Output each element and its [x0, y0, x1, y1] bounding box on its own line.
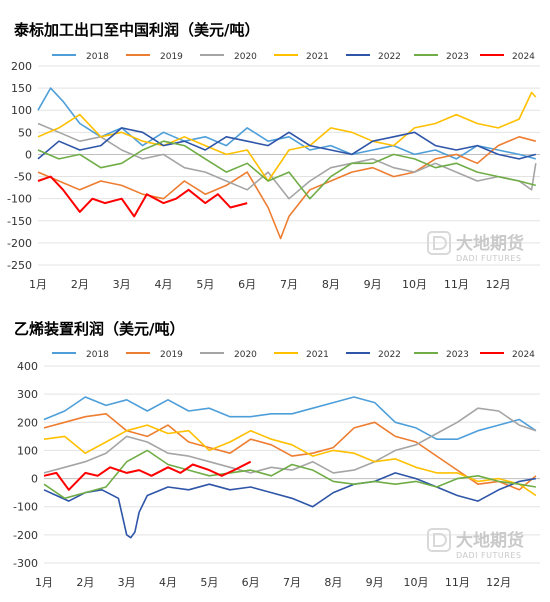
legend-label-2018: 2018	[86, 52, 109, 62]
series-line-2022	[37, 127, 537, 160]
dadi-logo-icon	[427, 528, 451, 552]
x-tick-label: 10月	[404, 576, 429, 589]
chart-1: 泰标加工出口至中国利润（美元/吨） 2018 2019 2020 2021 20…	[7, 21, 540, 291]
legend-label-2019: 2019	[160, 350, 183, 360]
watermark-sub: DADI FUTURES	[456, 551, 521, 560]
y-tick-label: 100	[17, 444, 38, 457]
x-tick-label: 11月	[445, 576, 470, 589]
y-tick-label: 300	[17, 388, 38, 401]
legend-label-2018: 2018	[86, 350, 109, 360]
y-tick-label: -150	[7, 215, 32, 228]
x-tick-label: 11月	[444, 278, 469, 291]
y-tick-label: 200	[17, 416, 38, 429]
chart-1-y-axis: 200 150 100 50 0 -50 -100 -150 -200 -250	[7, 60, 32, 272]
y-tick-label: 400	[17, 360, 38, 373]
series-line-2021	[43, 424, 537, 497]
y-tick-label: -200	[7, 237, 32, 250]
x-tick-label: 3月	[118, 576, 136, 589]
x-tick-label: 5月	[200, 576, 218, 589]
legend-label-2023: 2023	[446, 52, 469, 62]
chart-2-watermark: 大地期货 DADI FUTURES	[427, 528, 524, 560]
legend-label-2022: 2022	[378, 52, 401, 62]
chart-2-title: 乙烯装置利润（美元/吨）	[14, 320, 184, 338]
y-tick-label: -250	[7, 259, 32, 272]
chart-2: 乙烯装置利润（美元/吨） 2018 2019 2020 2021 2022 20…	[13, 320, 540, 589]
x-tick-label: 9月	[364, 278, 382, 291]
y-tick-label: 100	[11, 104, 32, 117]
legend-label-2019: 2019	[160, 52, 183, 62]
series-line-2018	[43, 396, 537, 441]
x-tick-label: 1月	[35, 576, 53, 589]
legend-label-2022: 2022	[378, 350, 401, 360]
y-tick-label: -100	[13, 501, 38, 514]
x-tick-label: 2月	[71, 278, 89, 291]
chart-1-title: 泰标加工出口至中国利润（美元/吨）	[13, 21, 259, 39]
y-tick-label: 0	[25, 148, 32, 161]
series-line-2022	[43, 472, 537, 539]
series-line-2024	[37, 175, 248, 218]
legend-label-2023: 2023	[446, 350, 469, 360]
x-tick-label: 2月	[76, 576, 94, 589]
x-tick-label: 8月	[322, 278, 340, 291]
y-tick-label: -300	[13, 557, 38, 570]
x-tick-label: 6月	[242, 576, 260, 589]
chart-1-x-axis: 1月 2月 3月 4月 5月 6月 7月 8月 9月 10月 11月 12月	[29, 278, 511, 291]
legend-label-2020: 2020	[234, 350, 257, 360]
chart-2-x-axis: 1月 2月 3月 4月 5月 6月 7月 8月 9月 10月 11月 12月	[35, 576, 511, 589]
series-line-2023	[43, 449, 537, 500]
y-tick-label: 50	[18, 126, 32, 139]
x-tick-label: 9月	[366, 576, 384, 589]
y-tick-label: -50	[14, 171, 32, 184]
chart-1-watermark: 大地期货 DADI FUTURES	[427, 231, 524, 263]
series-line-2024	[43, 460, 252, 491]
x-tick-label: 6月	[238, 278, 256, 291]
legend-label-2024: 2024	[512, 52, 535, 62]
series-line-2020	[43, 407, 537, 474]
x-tick-label: 5月	[196, 278, 214, 291]
x-tick-label: 12月	[486, 278, 511, 291]
y-tick-label: -100	[7, 193, 32, 206]
x-tick-label: 3月	[113, 278, 131, 291]
x-tick-label: 12月	[486, 576, 511, 589]
legend-label-2020: 2020	[234, 52, 257, 62]
y-tick-label: -200	[13, 529, 38, 542]
watermark-sub: DADI FUTURES	[456, 254, 521, 263]
legend-label-2021: 2021	[306, 52, 329, 62]
y-tick-label: 0	[31, 473, 38, 486]
x-tick-label: 7月	[283, 576, 301, 589]
y-tick-label: 150	[11, 82, 32, 95]
legend-label-2024: 2024	[512, 350, 535, 360]
watermark-brand: 大地期货	[456, 530, 524, 551]
x-tick-label: 8月	[324, 576, 342, 589]
series-line-2021	[37, 91, 537, 182]
chart-1-series	[37, 87, 537, 240]
x-tick-label: 7月	[280, 278, 298, 291]
series-line-2019	[37, 136, 537, 240]
chart-2-legend: 2018 2019 2020 2021 2022 2023 2024	[52, 350, 535, 360]
chart-2-y-axis: 400 300 200 100 0 -100 -200 -300	[13, 360, 38, 570]
legend-label-2021: 2021	[306, 350, 329, 360]
x-tick-label: 4月	[155, 278, 173, 291]
watermark-brand: 大地期货	[456, 233, 524, 254]
y-tick-label: 200	[11, 60, 32, 73]
x-tick-label: 10月	[402, 278, 427, 291]
chart-2-series	[43, 396, 537, 539]
x-tick-label: 1月	[29, 278, 47, 291]
x-tick-label: 4月	[159, 576, 177, 589]
chart-1-legend: 2018 2019 2020 2021 2022 2023 2024	[52, 52, 535, 62]
series-line-2020	[37, 122, 537, 200]
dadi-logo-icon	[427, 231, 451, 255]
series-line-2023	[37, 140, 537, 200]
